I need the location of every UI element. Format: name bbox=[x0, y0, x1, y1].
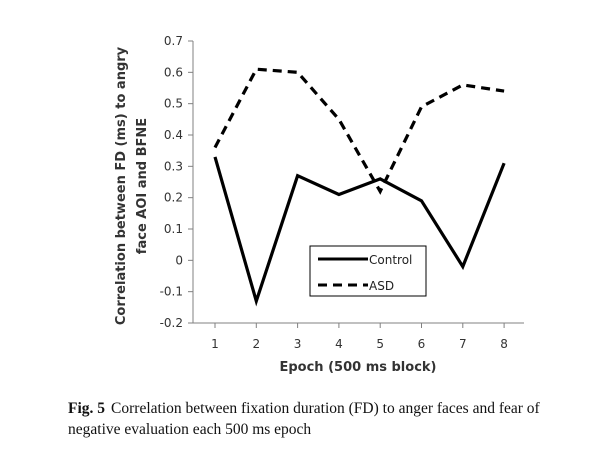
series-line-control bbox=[213, 156, 506, 307]
y-tick-label: 0.3 bbox=[164, 159, 183, 173]
chart-axes bbox=[192, 41, 524, 324]
legend-label-control: Control bbox=[369, 253, 412, 267]
x-axis-title: Epoch (500 ms block) bbox=[279, 360, 436, 375]
legend-box bbox=[309, 245, 427, 297]
x-tick-label: 4 bbox=[335, 337, 343, 351]
x-tick-label: 3 bbox=[294, 337, 302, 351]
x-tick-label: 8 bbox=[500, 337, 508, 351]
x-tick-label: 2 bbox=[252, 337, 260, 351]
x-axis-ticks: 1 2 3 4 5 6 7 8 bbox=[211, 323, 508, 351]
y-tick-label: -0.2 bbox=[160, 316, 183, 330]
y-tick-label: 0.5 bbox=[164, 97, 183, 111]
series-lines bbox=[213, 67, 506, 307]
caption-text: Correlation between fixation duration (F… bbox=[68, 400, 540, 438]
y-axis-title-line2: face AOI and BFNE bbox=[135, 118, 150, 254]
series-line-asd bbox=[213, 67, 505, 195]
y-tick-label: 0.7 bbox=[164, 34, 183, 48]
x-tick-label: 7 bbox=[459, 337, 467, 351]
figure-caption: Fig. 5 Correlation between fixation durat… bbox=[68, 398, 573, 440]
y-tick-label: 0.6 bbox=[164, 65, 183, 79]
y-tick-label: 0 bbox=[175, 253, 183, 267]
y-axis-title-line1: Correlation between FD (ms) to angry bbox=[114, 46, 129, 325]
y-tick-label: -0.1 bbox=[160, 285, 183, 299]
x-tick-label: 1 bbox=[211, 337, 219, 351]
x-tick-label: 5 bbox=[376, 337, 384, 351]
legend-label-asd: ASD bbox=[369, 279, 394, 293]
x-tick-label: 6 bbox=[418, 337, 426, 351]
y-tick-label: 0.1 bbox=[164, 222, 183, 236]
chart-legend: Control ASD bbox=[309, 245, 427, 297]
y-axis-ticks: 0.7 0.6 0.5 0.4 0.3 0.2 0.1 0 -0.1 -0.2 bbox=[160, 34, 193, 330]
y-tick-label: 0.2 bbox=[164, 191, 183, 205]
y-tick-label: 0.4 bbox=[164, 128, 183, 142]
figure-label: Fig. 5 bbox=[68, 400, 106, 417]
